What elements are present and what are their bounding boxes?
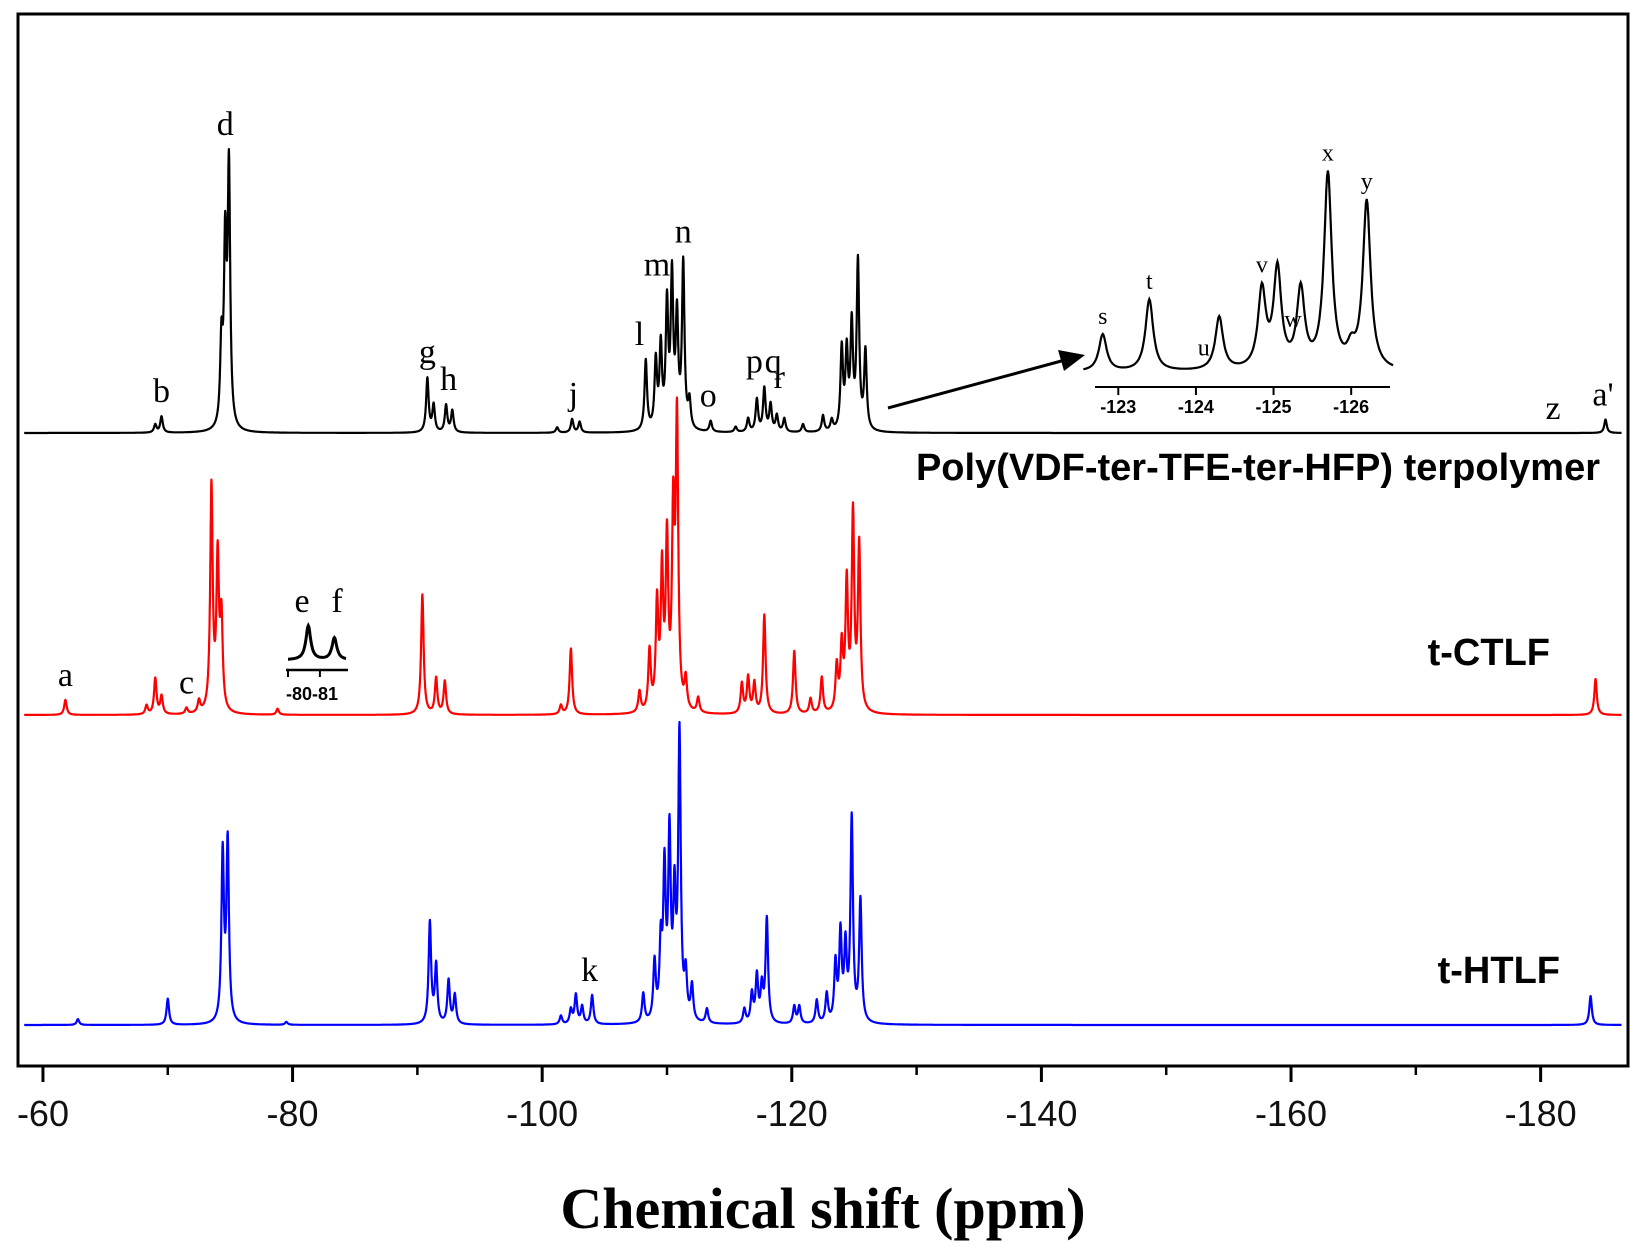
series-label-t-ctlf: t-CTLF (1428, 632, 1550, 674)
inset-zoom-tick-label: -125 (1256, 397, 1292, 417)
series-label-t-htlf: t-HTLF (1438, 950, 1560, 992)
plot-frame (16, 12, 1630, 1068)
inset-zoom-peak-label-x: x (1322, 141, 1334, 167)
x-tick-label: -160 (1255, 1093, 1327, 1134)
inset-zoom-peak-label-t: t (1146, 269, 1153, 295)
spectrum-trace-0 (23, 148, 1623, 435)
peak-label-g: g (419, 334, 436, 371)
inset-ef-peak-label-f: f (331, 583, 343, 620)
inset-ef-peak-label-e: e (294, 583, 309, 620)
inset-zoom-peak-label-u: u (1198, 336, 1210, 362)
inset-arrow-shaft (887, 358, 1066, 410)
x-tick-label: -120 (756, 1093, 828, 1134)
inset-arrow-head (1058, 350, 1085, 371)
peak-label-p: p (746, 343, 763, 380)
inset-zoom-trace (1083, 170, 1394, 371)
inset-zoom-tick-label: -126 (1333, 397, 1369, 417)
x-tick-label: -100 (506, 1093, 578, 1134)
peak-labels: b d gh j lmn op qr z a' a c k (58, 106, 1614, 989)
peak-label-c: c (179, 664, 194, 701)
peak-label-d: d (217, 106, 234, 143)
x-axis: -60 -80 -100 -120 -140 -160 -180 (17, 1066, 1577, 1134)
peak-label-h: h (440, 361, 457, 398)
peak-label-j: j (568, 376, 578, 413)
spectrum-trace-1 (23, 396, 1623, 717)
inset-zoom-123-126: -123 -124 -125 -126 s t u v w x y (1083, 141, 1394, 417)
peak-label-q: q (765, 343, 782, 380)
inset-ef: -80-81 e f (286, 583, 348, 704)
inset-ef-tick-label: -80-81 (286, 684, 338, 704)
peak-label-r: r (774, 359, 786, 396)
x-axis-title: Chemical shift (ppm) (560, 1176, 1085, 1241)
peak-label-o: o (700, 378, 717, 415)
x-tick-label: -80 (267, 1093, 319, 1134)
series-label-terpolymer: Poly(VDF-ter-TFE-ter-HFP) terpolymer (916, 447, 1600, 489)
inset-zoom-tick-label: -123 (1100, 397, 1136, 417)
peak-label-z: z (1546, 390, 1561, 427)
inset-zoom-peak-label-v: v (1256, 253, 1268, 279)
peak-label-b: b (153, 373, 170, 410)
spectra-traces (23, 148, 1623, 1027)
inset-ef-trace (288, 622, 347, 661)
peak-label-n: n (675, 214, 692, 251)
inset-zoom-tick-label: -124 (1178, 397, 1214, 417)
x-tick-label: -60 (17, 1093, 69, 1134)
peak-label-a: a (58, 657, 73, 694)
peak-label-l: l (635, 316, 644, 353)
inset-zoom-peak-label-y: y (1361, 169, 1373, 195)
peak-label-k: k (581, 952, 598, 989)
inset-zoom-peak-label-w: w (1284, 307, 1302, 333)
spectrum-trace-2 (23, 720, 1623, 1027)
peak-label-aprime: a' (1592, 377, 1613, 414)
x-tick-label: -180 (1505, 1093, 1577, 1134)
inset-zoom-peak-label-s: s (1098, 304, 1107, 330)
peak-label-m: m (644, 246, 670, 283)
x-tick-label: -140 (1005, 1093, 1077, 1134)
